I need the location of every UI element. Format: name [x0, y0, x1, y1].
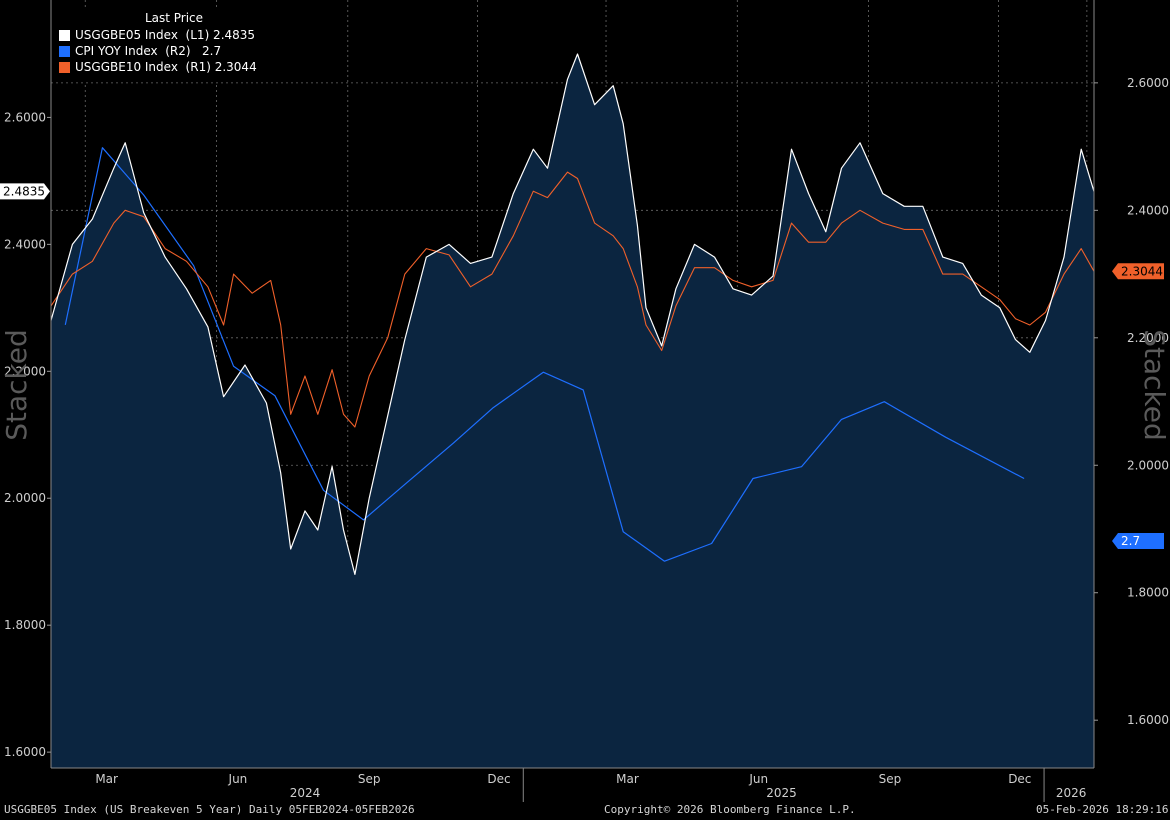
x-tick-label: Dec — [487, 772, 510, 786]
badge-cpi-text: 2.7 — [1121, 534, 1140, 548]
legend-swatch-cpi — [59, 45, 70, 57]
left-tick-label: 2.2000 — [4, 364, 46, 378]
left-tick-label: 2.4000 — [4, 237, 46, 251]
badge-be10-bg — [1112, 263, 1164, 280]
right-tick-label: 2.4000 — [1127, 203, 1169, 217]
x-tick-label: Dec — [1008, 772, 1031, 786]
right-tick-label: 2.2000 — [1127, 331, 1169, 345]
axis-labels: 1.6000 1.8000 2.0000 2.2000 2.4000 2.6000 1.60… — [0, 76, 1170, 800]
x-tick-label: Sep — [358, 772, 381, 786]
legend-swatch-be5 — [59, 29, 70, 41]
x-year-label: 2026 — [1056, 786, 1087, 800]
badge-cpi-bg — [1112, 533, 1164, 549]
legend-label-be10: USGGBE10 Index (R1) 2.3044 — [75, 60, 257, 74]
x-tick-label: Jun — [228, 772, 248, 786]
badge-be10-text: 2.3044 — [1121, 264, 1163, 278]
legend-swatch-be10 — [59, 61, 70, 73]
series-lines — [50, 53, 1095, 575]
x-year-label: 2025 — [766, 786, 797, 800]
left-tick-label: 2.6000 — [4, 110, 46, 124]
legend-item-be5: USGGBE05 Index (L1) 2.4835 — [55, 27, 268, 43]
cpi-line — [64, 147, 1025, 562]
legend-label-cpi: CPI YOY Index (R2) 2.7 — [75, 44, 222, 58]
right-tick-label: 2.0000 — [1127, 458, 1169, 472]
badge-be5-text: 2.4835 — [3, 184, 45, 198]
x-tick-label: Jun — [748, 772, 768, 786]
left-tick-label: 1.8000 — [4, 618, 46, 632]
legend-header: Last Price — [144, 11, 204, 25]
badge-be5: 2.4835 — [0, 183, 50, 200]
footer-center: Copyright© 2026 Bloomberg Finance L.P. — [604, 803, 856, 816]
x-tick-label: Sep — [879, 772, 902, 786]
right-tick-label: 1.8000 — [1127, 586, 1169, 600]
badge-cpi: 2.7 — [1112, 533, 1164, 549]
axes — [47, 0, 1098, 802]
be5-line — [50, 53, 1095, 575]
left-tick-label: 2.0000 — [4, 491, 46, 505]
legend-item-be10: USGGBE10 Index (R1) 2.3044 — [55, 59, 268, 75]
right-axis-title: Stacked — [1138, 329, 1170, 441]
badge-be10: 2.3044 — [1112, 263, 1164, 280]
legend: Last Price USGGBE05 Index (L1) 2.4835 CP… — [55, 9, 268, 82]
right-tick-label: 1.6000 — [1127, 713, 1169, 727]
left-tick-label: 1.6000 — [4, 745, 46, 759]
legend-item-cpi: CPI YOY Index (R2) 2.7 — [55, 43, 268, 59]
be10-line — [50, 171, 1095, 428]
left-axis-title: Stacked — [0, 329, 33, 441]
legend-label-be5: USGGBE05 Index (L1) 2.4835 — [75, 28, 256, 42]
x-year-label: 2024 — [290, 786, 321, 800]
right-tick-label: 2.6000 — [1127, 76, 1169, 90]
footer-left: USGGBE05 Index (US Breakeven 5 Year) Dai… — [4, 803, 415, 816]
badge-be5-bg — [0, 183, 50, 200]
x-tick-label: Mar — [616, 772, 639, 786]
footer-right: 05-Feb-2026 18:29:16 — [1036, 803, 1169, 816]
x-tick-label: Mar — [95, 772, 118, 786]
